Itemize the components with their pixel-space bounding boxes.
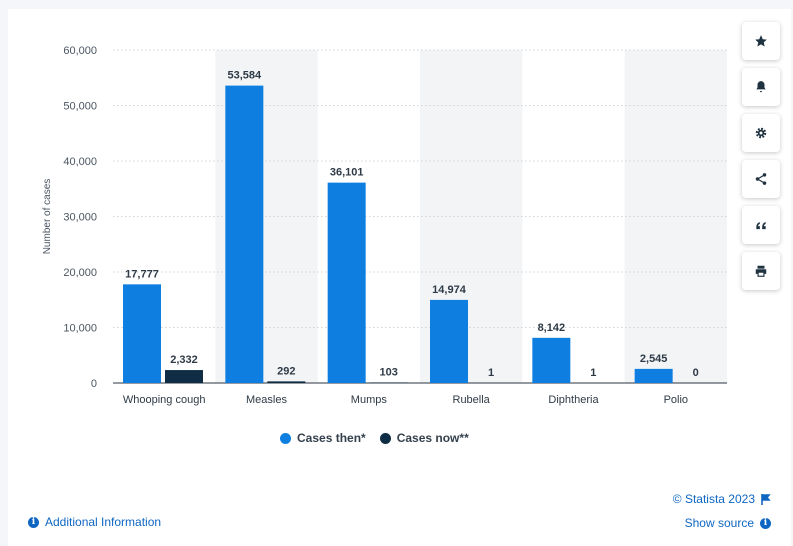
bar-cases-now bbox=[267, 381, 306, 383]
bell-icon bbox=[756, 81, 766, 93]
info-icon: i bbox=[28, 516, 39, 528]
bar-cases-then bbox=[430, 299, 468, 383]
y-tick-label: 60,000 bbox=[63, 45, 97, 57]
x-tick-label: Mumps bbox=[351, 394, 388, 406]
print-icon bbox=[755, 265, 767, 277]
additional-information-text: Additional Information bbox=[45, 515, 162, 529]
chart-legend: Cases then* Cases now** bbox=[280, 431, 483, 445]
data-label: 103 bbox=[379, 366, 397, 378]
bar-cases-then bbox=[225, 85, 264, 384]
settings-button[interactable] bbox=[742, 114, 780, 152]
y-tick-label: 40,000 bbox=[63, 156, 97, 168]
bar-cases-now bbox=[369, 382, 408, 383]
favorite-button[interactable] bbox=[742, 22, 780, 60]
data-label: 292 bbox=[277, 365, 295, 377]
legend-swatch-cases-now bbox=[379, 432, 391, 444]
quote-icon bbox=[756, 222, 766, 230]
data-label: 8,142 bbox=[538, 322, 566, 334]
bar-cases-then bbox=[327, 182, 366, 383]
show-source-text: Show source bbox=[684, 516, 754, 530]
share-button[interactable] bbox=[742, 160, 780, 198]
gear-icon bbox=[755, 127, 767, 139]
legend-swatch-cases-then bbox=[280, 432, 291, 444]
band-shade bbox=[624, 50, 727, 383]
show-source-link[interactable]: Show source i bbox=[685, 516, 771, 530]
y-tick-label: 0 bbox=[91, 378, 97, 390]
legend-label-cases-now: Cases now** bbox=[396, 431, 469, 445]
legend-label-cases-then: Cases then* bbox=[297, 431, 366, 445]
print-button[interactable] bbox=[742, 252, 780, 290]
cite-button[interactable] bbox=[742, 206, 780, 244]
notification-button[interactable] bbox=[742, 68, 780, 106]
copyright-text: © Statista 2023 bbox=[672, 492, 755, 506]
data-label: 2,332 bbox=[170, 354, 198, 366]
statista-copyright[interactable]: © Statista 2023 bbox=[673, 492, 771, 506]
side-toolbar bbox=[742, 22, 782, 298]
additional-information-link[interactable]: i Additional Information bbox=[28, 515, 161, 529]
bar-cases-then bbox=[532, 337, 571, 383]
data-label: 17,777 bbox=[125, 268, 159, 280]
x-tick-label: Measles bbox=[246, 394, 287, 406]
bar-cases-then bbox=[634, 368, 673, 383]
y-tick-label: 10,000 bbox=[63, 323, 97, 335]
y-axis-title: Number of cases bbox=[42, 179, 53, 255]
data-label: 14,974 bbox=[432, 284, 467, 296]
share-icon bbox=[755, 173, 767, 185]
data-label: 0 bbox=[693, 367, 699, 379]
data-label: 1 bbox=[488, 367, 494, 379]
flag-icon bbox=[761, 493, 771, 505]
x-tick-label: Rubella bbox=[453, 394, 491, 406]
legend-item-cases-now[interactable]: Cases now** bbox=[379, 431, 469, 445]
data-label: 53,584 bbox=[228, 70, 263, 82]
x-tick-label: Polio bbox=[664, 394, 688, 406]
bar-cases-now bbox=[165, 370, 203, 383]
star-icon bbox=[755, 35, 767, 47]
data-label: 2,545 bbox=[640, 353, 668, 365]
bar-cases-then bbox=[123, 284, 161, 383]
y-tick-label: 50,000 bbox=[63, 101, 97, 113]
data-label: 1 bbox=[590, 367, 596, 379]
data-label: 36,101 bbox=[330, 167, 364, 179]
y-tick-label: 20,000 bbox=[63, 267, 97, 279]
x-tick-label: Diphtheria bbox=[548, 394, 599, 406]
info-icon: i bbox=[760, 517, 771, 529]
x-tick-label: Whooping cough bbox=[123, 394, 206, 406]
y-tick-label: 30,000 bbox=[63, 212, 97, 224]
legend-item-cases-then[interactable]: Cases then* bbox=[280, 431, 366, 445]
